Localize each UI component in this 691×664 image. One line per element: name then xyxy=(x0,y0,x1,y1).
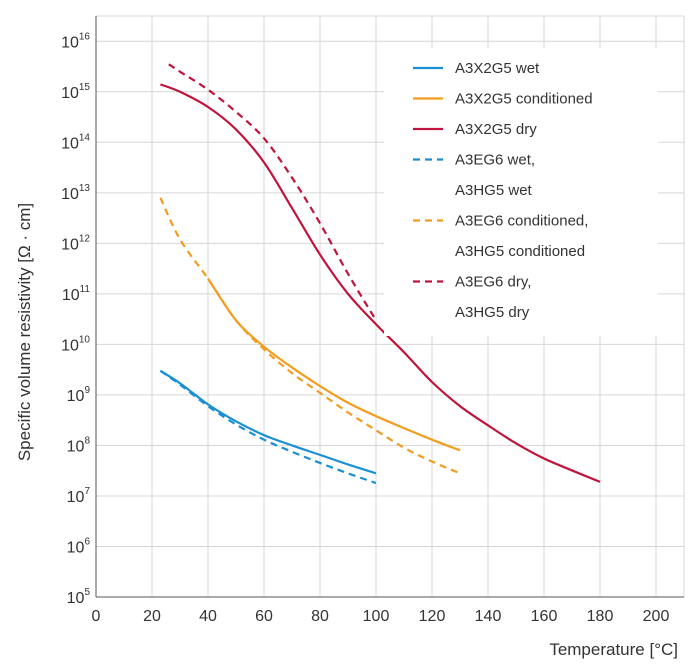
y-tick-label: 1011 xyxy=(62,284,91,304)
y-tick-label: 106 xyxy=(67,536,91,556)
x-tick-label: 20 xyxy=(143,608,161,625)
legend: A3X2G5 wet A3X2G5 conditioned A3X2G5 dry A3… xyxy=(413,60,593,321)
y-tick-label: 1012 xyxy=(61,233,90,253)
series-line xyxy=(159,369,377,475)
y-tick-label: 107 xyxy=(67,486,91,506)
x-tick-label: 120 xyxy=(419,608,446,625)
legend-label: A3EG6 dry, xyxy=(455,274,531,291)
legend-label: A3HG5 conditioned xyxy=(455,243,585,260)
x-tick-label: 0 xyxy=(92,608,101,625)
legend-label: A3X2G5 conditioned xyxy=(455,91,593,108)
y-axis-label: Specific volume resistivity [Ω · cm] xyxy=(15,203,34,461)
x-tick-label: 100 xyxy=(363,608,390,625)
series-line xyxy=(168,63,377,321)
series-line xyxy=(207,278,461,452)
y-tick-label: 109 xyxy=(67,385,91,405)
series-line xyxy=(159,369,377,485)
legend-label: A3X2G5 wet xyxy=(455,60,540,77)
series-line xyxy=(160,83,601,483)
y-tick-label: 1010 xyxy=(61,334,90,354)
legend-label: A3HG5 wet xyxy=(455,182,533,199)
series-line xyxy=(159,197,461,475)
y-tick-label: 1013 xyxy=(61,183,90,203)
y-tick-label: 105 xyxy=(67,587,91,607)
x-axis-label: Temperature [°C] xyxy=(549,640,678,659)
x-tick-label: 60 xyxy=(255,608,273,625)
y-tick-label: 1016 xyxy=(61,31,90,51)
x-tick-label: 200 xyxy=(643,608,670,625)
y-tick-label: 1015 xyxy=(61,82,90,102)
series-layer xyxy=(159,63,601,485)
y-tick-label: 1014 xyxy=(61,132,90,152)
legend-label: A3HG5 dry xyxy=(455,304,530,321)
legend-label: A3X2G5 dry xyxy=(455,121,537,138)
x-tick-label: 140 xyxy=(475,608,502,625)
x-tick-label: 180 xyxy=(587,608,614,625)
x-tick-label: 40 xyxy=(199,608,217,625)
x-tick-label: 160 xyxy=(531,608,558,625)
legend-label: A3EG6 conditioned, xyxy=(455,213,588,230)
y-tick-label: 108 xyxy=(67,435,91,455)
x-tick-label: 80 xyxy=(311,608,329,625)
legend-background xyxy=(384,48,658,336)
ticks: 0 20 40 60 80 100 120 140 160 180 200 105 106 107 108 1… xyxy=(61,31,669,625)
legend-label: A3EG6 wet, xyxy=(455,152,535,169)
